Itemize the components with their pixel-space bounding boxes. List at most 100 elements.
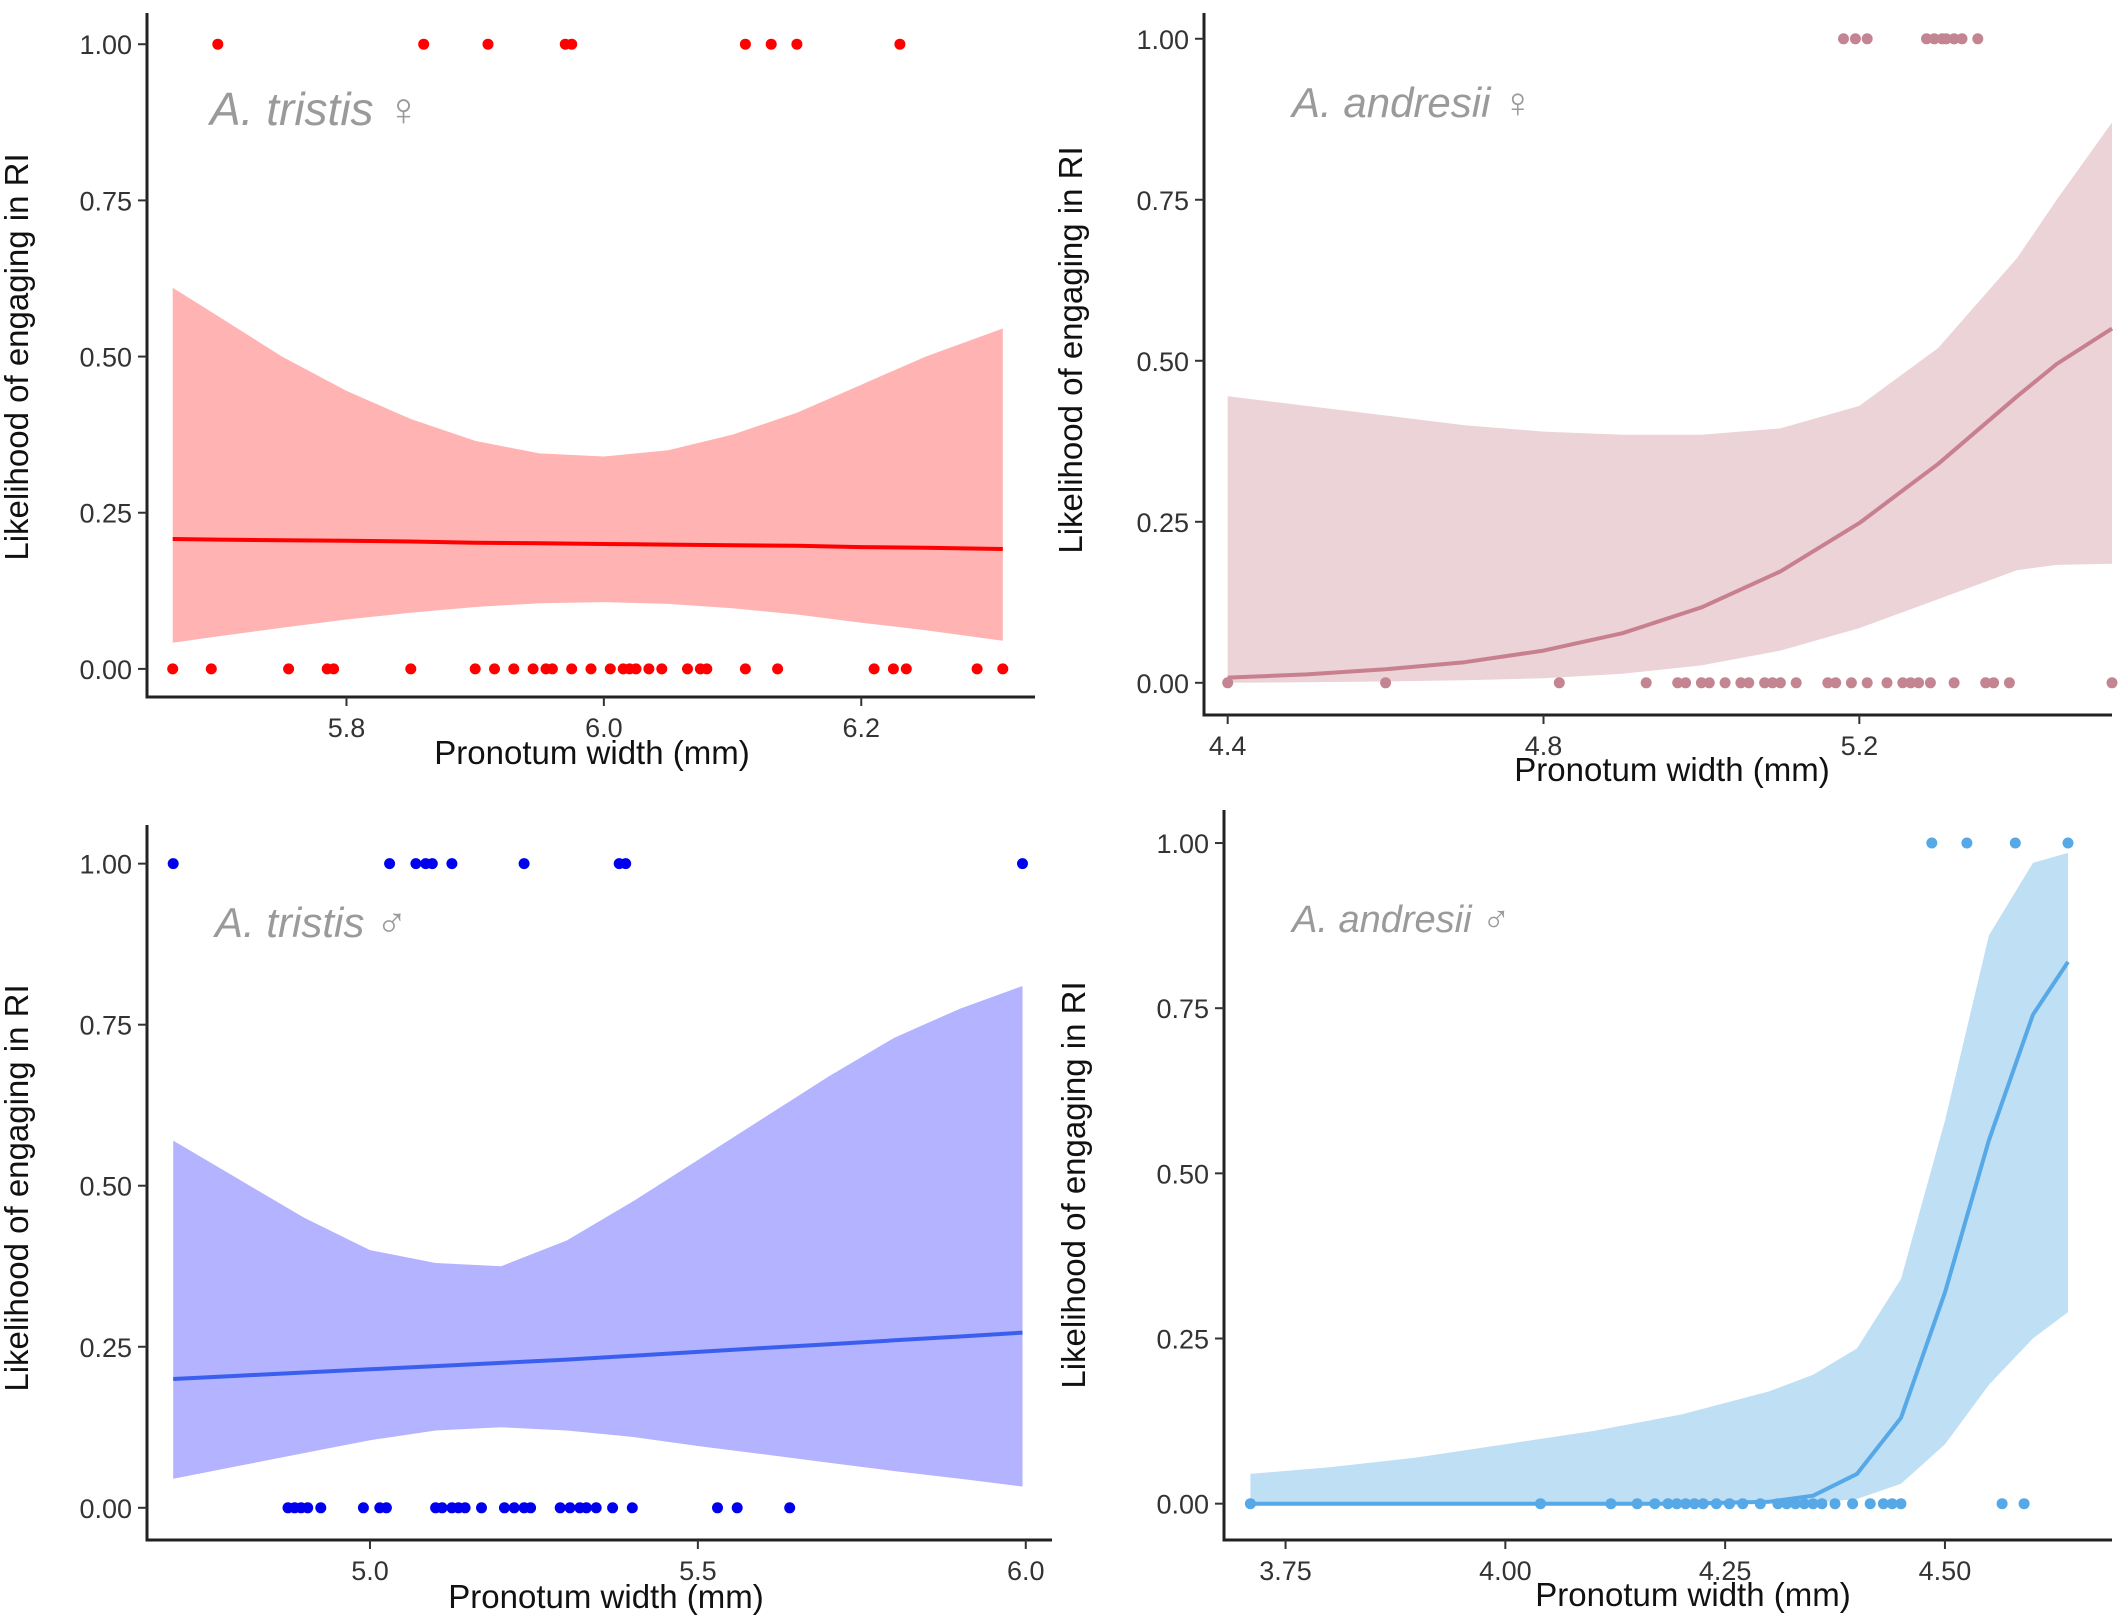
data-point xyxy=(489,663,500,675)
data-point xyxy=(315,1502,327,1514)
y-tick-label: 1.00 xyxy=(1156,829,1209,859)
data-point xyxy=(765,38,777,50)
data-points-layer xyxy=(167,858,1028,1514)
y-tick-label: 0.50 xyxy=(1136,347,1189,377)
data-point xyxy=(525,1502,537,1514)
data-point xyxy=(626,1502,638,1514)
x-axis-label: Pronotum width (mm) xyxy=(1514,751,1829,788)
data-point xyxy=(1743,677,1755,689)
y-tick-label: 1.00 xyxy=(79,850,132,880)
data-point xyxy=(1697,1498,1709,1510)
y-tick-label: 0.75 xyxy=(79,186,132,216)
data-point xyxy=(2009,837,2021,849)
y-tick-label: 0.75 xyxy=(1156,994,1209,1024)
data-point xyxy=(1897,677,1909,689)
data-point xyxy=(1921,33,1932,45)
species-label: A. tristis ♂ xyxy=(212,899,408,946)
x-tick-label: 4.25 xyxy=(1699,1556,1752,1586)
y-tick-label: 0.25 xyxy=(1136,508,1189,538)
data-point xyxy=(971,663,983,675)
axes: 0.00 0.25 0.50 0.75 1.00 5.0 5.5 6.0 xyxy=(79,825,1052,1586)
data-point xyxy=(1845,677,1857,689)
data-point xyxy=(384,858,396,870)
data-point xyxy=(380,1502,392,1514)
axes: 0.00 0.25 0.50 0.75 1.00 3.75 4.00 4.25 4.50 xyxy=(1156,810,2112,1586)
data-point xyxy=(564,1502,576,1514)
data-point xyxy=(1940,33,1952,45)
panel-andresii-male: 0.00 0.25 0.50 0.75 1.00 3.75 4.00 4.25 4.50 A. … xyxy=(1055,810,2112,1613)
data-point xyxy=(1996,1498,2008,1510)
y-tick-label: 1.00 xyxy=(79,30,132,60)
y-axis-label: Likelihood of engaging in RI xyxy=(0,984,35,1391)
x-tick-label: 3.75 xyxy=(1259,1556,1312,1586)
data-point xyxy=(1847,1498,1859,1510)
data-point xyxy=(302,1502,314,1514)
fit-line-layer xyxy=(1250,960,2070,1506)
data-point xyxy=(1877,1498,1889,1510)
x-tick-label: 4.4 xyxy=(1209,731,1247,761)
data-points-layer xyxy=(167,38,1009,675)
data-point xyxy=(1688,1498,1700,1510)
data-point xyxy=(772,663,784,675)
data-point xyxy=(418,38,430,50)
data-point xyxy=(1905,677,1917,689)
data-point xyxy=(1649,1498,1661,1510)
data-point xyxy=(1988,677,2000,689)
data-point xyxy=(585,663,597,675)
data-point xyxy=(1861,33,1873,45)
fitted-line xyxy=(1227,326,2114,680)
data-point xyxy=(1861,677,1873,689)
confidence-band xyxy=(1227,122,2112,683)
y-tick-label: 0.00 xyxy=(1136,669,1189,699)
data-point xyxy=(167,858,179,870)
confidence-band-layer xyxy=(1227,122,2112,683)
data-point xyxy=(1380,677,1392,689)
data-point xyxy=(2062,837,2074,849)
data-point xyxy=(791,38,803,50)
x-tick-label: 4.8 xyxy=(1525,731,1563,761)
x-axis-label: Pronotum width (mm) xyxy=(434,734,749,771)
data-point xyxy=(212,38,224,50)
x-tick-label: 6.0 xyxy=(585,713,623,743)
confidence-band-layer xyxy=(1250,852,2068,1504)
data-point xyxy=(1895,1498,1907,1510)
y-tick-label: 0.75 xyxy=(1136,186,1189,216)
data-point xyxy=(887,663,899,675)
data-point xyxy=(712,1502,723,1514)
y-tick-label: 0.25 xyxy=(79,1333,132,1363)
panel-andresii-female: 0.00 0.25 0.50 0.75 1.00 4.4 4.8 5.2 A. andresi… xyxy=(1052,13,2118,788)
data-point xyxy=(1822,677,1834,689)
data-point xyxy=(508,1502,520,1514)
fitted-line xyxy=(1250,960,2070,1506)
data-point xyxy=(784,1502,796,1514)
y-tick-label: 0.75 xyxy=(79,1011,132,1041)
panel-tristis-female: 0.00 0.25 0.50 0.75 1.00 5.8 6.0 6.2 A. tristis… xyxy=(0,13,1035,771)
data-point xyxy=(1816,1498,1828,1510)
data-point xyxy=(1719,677,1731,689)
data-point xyxy=(868,663,880,675)
data-point xyxy=(1772,1498,1784,1510)
y-tick-label: 0.50 xyxy=(1156,1159,1209,1189)
data-point xyxy=(1956,33,1968,45)
data-point xyxy=(620,858,632,870)
x-tick-label: 4.00 xyxy=(1479,1556,1532,1586)
x-tick-label: 4.50 xyxy=(1919,1556,1972,1586)
x-tick-label: 6.2 xyxy=(842,713,880,743)
data-point xyxy=(283,663,295,675)
species-label: A. andresii ♀ xyxy=(1289,79,1534,126)
data-point xyxy=(1017,858,1028,870)
data-point xyxy=(566,663,578,675)
x-axis-label: Pronotum width (mm) xyxy=(1535,1576,1850,1613)
data-point xyxy=(1631,1498,1643,1510)
data-point xyxy=(1807,1498,1819,1510)
axes: 0.00 0.25 0.50 0.75 1.00 4.4 4.8 5.2 xyxy=(1136,13,2112,761)
x-tick-label: 5.0 xyxy=(351,1556,389,1586)
data-point xyxy=(1924,677,1936,689)
data-point xyxy=(508,663,520,675)
data-point xyxy=(580,1502,592,1514)
data-point xyxy=(1724,1498,1735,1510)
y-tick-label: 1.00 xyxy=(1136,25,1189,55)
data-point xyxy=(1829,1498,1841,1510)
x-tick-label: 5.5 xyxy=(679,1556,717,1586)
